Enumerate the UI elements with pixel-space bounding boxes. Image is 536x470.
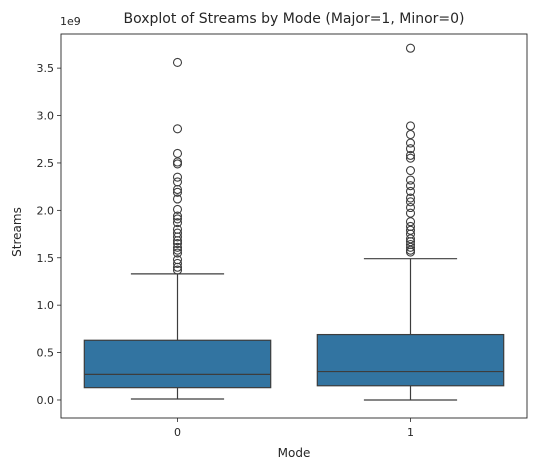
outlier-point bbox=[405, 186, 416, 196]
outlier-point bbox=[405, 144, 416, 154]
outlier-point bbox=[172, 194, 183, 204]
outlier-point bbox=[172, 242, 183, 252]
outlier-point bbox=[172, 258, 183, 269]
outlier-point bbox=[405, 197, 416, 207]
outlier-point bbox=[405, 239, 416, 250]
outlier-point bbox=[405, 202, 416, 213]
outlier-point bbox=[405, 138, 416, 148]
outlier-point bbox=[172, 177, 183, 187]
outlier-point bbox=[405, 121, 416, 131]
y-tick-label: 3.5 bbox=[37, 62, 55, 75]
axes-frame: 0.0 0.5 1.0 1.5 2.0 2.5 3.0 3.5 0 1 bbox=[37, 33, 528, 439]
y-tick-label: 3.0 bbox=[37, 110, 55, 123]
outlier-point bbox=[405, 150, 416, 160]
outlier-point bbox=[172, 57, 183, 67]
outlier-point bbox=[172, 172, 183, 182]
outlier-point bbox=[405, 193, 416, 203]
y-tick-label: 0.0 bbox=[37, 394, 55, 407]
outlier-point bbox=[405, 165, 416, 176]
outlier-point bbox=[172, 245, 183, 255]
outlier-point bbox=[405, 175, 416, 185]
outlier-point bbox=[172, 124, 183, 134]
outlier-point bbox=[172, 265, 183, 275]
outlier-point bbox=[405, 221, 416, 232]
x-tick-label: 1 bbox=[407, 426, 414, 439]
outlier-point bbox=[172, 159, 183, 169]
chart-title: Boxplot of Streams by Mode (Major=1, Min… bbox=[124, 11, 465, 27]
outlier-point bbox=[405, 129, 416, 140]
outlier-point bbox=[172, 157, 183, 167]
y-offset-label: 1e9 bbox=[60, 15, 81, 28]
outlier-point bbox=[405, 247, 416, 257]
outlier-point bbox=[172, 211, 183, 221]
outlier-point bbox=[172, 228, 183, 238]
outlier-point bbox=[172, 255, 183, 265]
plot-area bbox=[83, 43, 505, 401]
outlier-point bbox=[172, 248, 183, 258]
outlier-point bbox=[405, 208, 416, 218]
y-tick-label: 1.0 bbox=[37, 299, 55, 312]
x-tick-label: 0 bbox=[174, 426, 181, 439]
outlier-point bbox=[172, 148, 183, 159]
outlier-point bbox=[172, 214, 183, 224]
outlier-point bbox=[405, 153, 416, 163]
outlier-point bbox=[405, 43, 416, 53]
outlier-point bbox=[172, 224, 183, 234]
box-iqr bbox=[83, 339, 272, 389]
x-axis-label: Mode bbox=[278, 446, 311, 460]
outlier-point bbox=[172, 187, 183, 197]
outlier-point bbox=[172, 204, 183, 214]
outlier-point bbox=[172, 218, 183, 228]
y-tick-label: 0.5 bbox=[37, 347, 55, 360]
y-tick-label: 2.5 bbox=[37, 157, 55, 170]
y-tick-label: 2.0 bbox=[37, 204, 55, 217]
outlier-point bbox=[405, 217, 416, 227]
outlier-point bbox=[405, 181, 416, 191]
box-iqr bbox=[316, 333, 505, 387]
y-axis-label: Streams bbox=[10, 207, 24, 257]
y-tick-label: 1.5 bbox=[37, 252, 55, 265]
outlier-point bbox=[172, 238, 183, 249]
axes-spines bbox=[60, 33, 528, 419]
